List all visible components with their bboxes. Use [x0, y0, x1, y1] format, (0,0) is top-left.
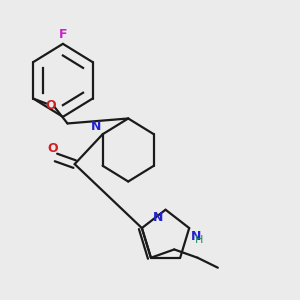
- Text: N: N: [191, 230, 201, 243]
- Text: N: N: [153, 212, 163, 224]
- Text: H: H: [195, 236, 203, 245]
- Text: O: O: [47, 142, 58, 155]
- Text: O: O: [45, 99, 56, 112]
- Text: F: F: [59, 28, 67, 40]
- Text: N: N: [91, 120, 101, 133]
